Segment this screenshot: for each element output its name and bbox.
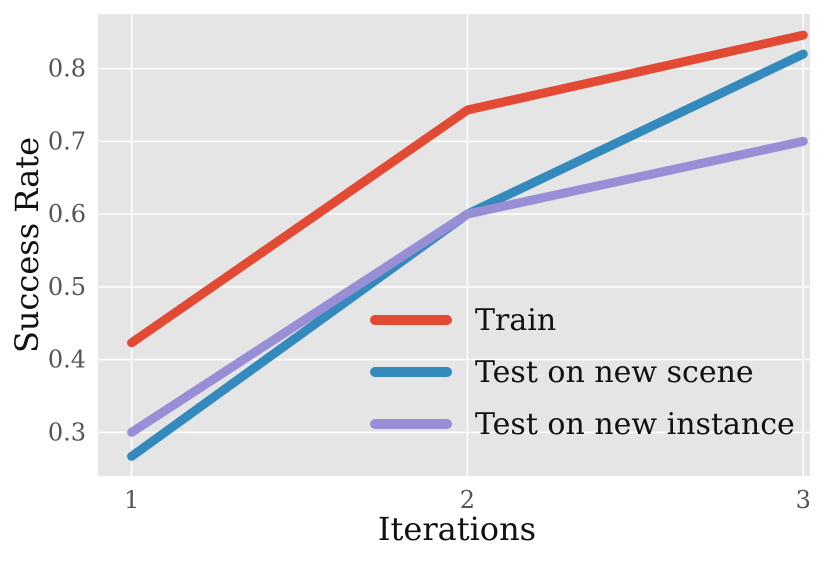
y-tick-labels: 0.3 0.4 0.5 0.6 0.7 0.8 bbox=[48, 55, 86, 447]
y-tick-label: 0.8 bbox=[48, 55, 86, 83]
legend-label: Test on new scene bbox=[475, 355, 754, 390]
series-lines bbox=[127, 30, 808, 461]
x-tick-label: 3 bbox=[796, 486, 811, 514]
legend: Train Test on new scene Test on new instan… bbox=[370, 303, 795, 442]
y-tick-label: 0.3 bbox=[48, 418, 86, 446]
legend-label: Test on new instance bbox=[475, 407, 795, 442]
series-line-1 bbox=[127, 30, 808, 348]
x-tick-label: 1 bbox=[124, 486, 139, 514]
x-tick-labels: 1 2 3 bbox=[124, 486, 811, 514]
x-axis-label: Iterations bbox=[378, 510, 536, 548]
series-line-3 bbox=[127, 136, 808, 437]
y-tick-label: 0.5 bbox=[48, 273, 86, 301]
y-tick-label: 0.6 bbox=[48, 200, 86, 228]
y-tick-label: 0.4 bbox=[48, 346, 86, 374]
x-tick-label: 2 bbox=[460, 486, 475, 514]
y-tick-label: 0.7 bbox=[48, 127, 86, 155]
grid bbox=[98, 14, 810, 476]
y-axis-label: Success Rate bbox=[8, 137, 46, 353]
legend-label: Train bbox=[475, 303, 556, 338]
